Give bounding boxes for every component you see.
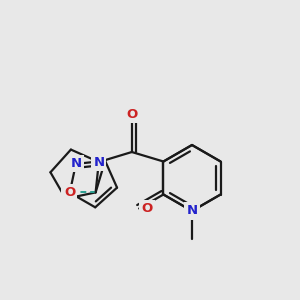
Text: O: O [126, 107, 137, 121]
Text: N: N [93, 155, 104, 169]
Text: N: N [93, 155, 104, 169]
Text: O: O [64, 186, 75, 199]
Text: O: O [142, 202, 153, 215]
Text: N: N [186, 205, 198, 218]
Text: N: N [70, 158, 81, 170]
Text: N: N [186, 205, 198, 218]
Text: O: O [142, 202, 153, 215]
Text: O: O [126, 107, 137, 121]
Text: H: H [63, 186, 73, 199]
